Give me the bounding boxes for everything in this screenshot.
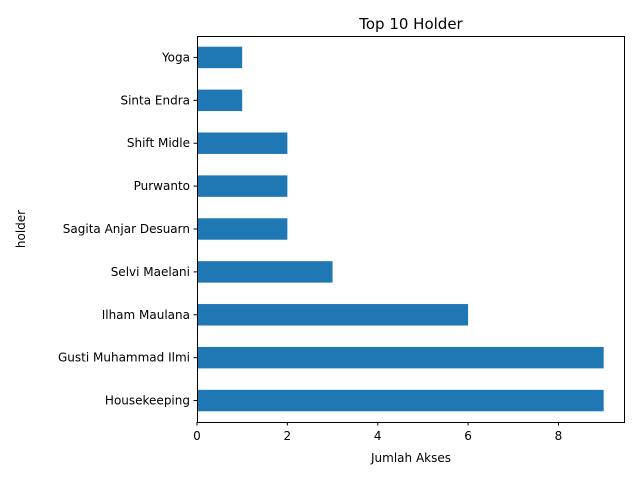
bar-ilham-maulana bbox=[197, 304, 469, 326]
bar-housekeeping bbox=[197, 389, 604, 412]
y-tick-label: Shift Midle bbox=[127, 136, 190, 150]
y-tick-label: Purwanto bbox=[134, 179, 190, 193]
chart-title: Top 10 Holder bbox=[358, 15, 463, 33]
y-tick-label: Ilham Maulana bbox=[102, 308, 190, 322]
x-tick-label: 6 bbox=[464, 429, 472, 443]
y-tick-label: Sinta Endra bbox=[120, 93, 190, 107]
x-tick-label: 0 bbox=[193, 429, 201, 443]
y-tick-label: Selvi Maelani bbox=[111, 265, 190, 279]
y-tick-label: Sagita Anjar Desuarn bbox=[63, 222, 190, 236]
y-ticks-group: Housekeeping Gusti Muhammad Ilmi Ilham Mau… bbox=[58, 50, 197, 408]
bar-purwanto bbox=[197, 175, 288, 197]
bar-sinta-endra bbox=[197, 89, 243, 112]
x-axis-label: Jumlah Akses bbox=[370, 451, 451, 465]
y-tick-label: Gusti Muhammad Ilmi bbox=[58, 351, 190, 365]
bars-group bbox=[197, 46, 604, 412]
x-tick-label: 2 bbox=[284, 429, 292, 443]
y-axis-label: holder bbox=[14, 210, 28, 248]
bar-selvi-maelani bbox=[197, 261, 333, 283]
x-tick-label: 8 bbox=[555, 429, 563, 443]
bar-shift-midle bbox=[197, 132, 288, 154]
y-tick-label: Yoga bbox=[161, 50, 190, 64]
bar-sagita-anjar-desuarn bbox=[197, 218, 288, 240]
bar-yoga bbox=[197, 46, 243, 69]
x-tick-label: 4 bbox=[374, 429, 382, 443]
x-ticks-group: 0 2 4 6 8 bbox=[193, 422, 562, 443]
plot-frame bbox=[197, 36, 625, 423]
y-tick-label: Housekeeping bbox=[105, 394, 190, 408]
bar-gusti-muhammad-ilmi bbox=[197, 346, 604, 369]
